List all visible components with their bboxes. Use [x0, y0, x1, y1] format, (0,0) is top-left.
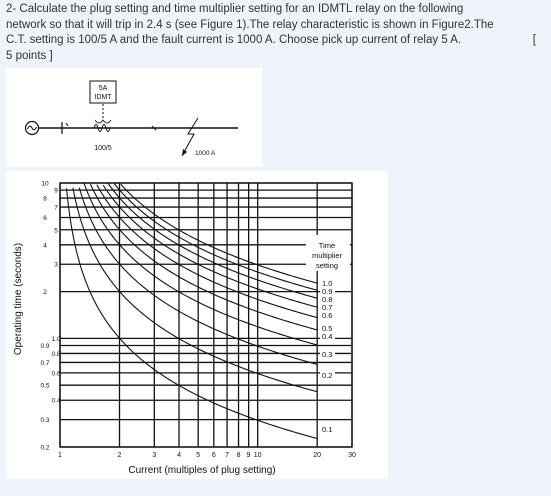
y-axis-label: Operating time (seconds) — [13, 243, 24, 355]
legend-label-bg — [320, 304, 335, 312]
chart-legend: 1.00.90.80.70.6 0.50.4 0.3 0.2 0.1 Timemultip… — [306, 235, 350, 434]
y-tick-label: 0.8 — [51, 351, 60, 358]
y-tick-label: 0.4 — [51, 398, 60, 405]
legend-title-bg — [306, 235, 350, 271]
legend-label-bg — [320, 372, 335, 380]
legend-label-bg — [320, 325, 335, 333]
x-tick-label: 20 — [313, 452, 321, 459]
x-tick-label: 3 — [152, 452, 156, 459]
y-tick-label: 3 — [54, 262, 58, 269]
legend-label-bg — [320, 280, 335, 288]
x-tick-label: 6 — [212, 452, 216, 459]
legend-title-line-3: setting — [316, 261, 338, 270]
y-tick-label: 0.9 — [40, 343, 49, 350]
y-tick-label: 10 — [41, 181, 49, 188]
legend-tms-label: 0.3 — [322, 350, 332, 359]
y-tick-label: 0.7 — [40, 360, 49, 367]
x-tick-label: 1 — [58, 452, 62, 459]
current-transformer-icon — [93, 119, 112, 132]
question-line: 2- Calculate the plug setting and time m… — [6, 3, 464, 15]
fault-current-label: 1000 A — [195, 150, 216, 157]
network-diagram-svg: 5A IDMT 100/5 1000 A — [24, 80, 238, 157]
tms-curve-0.2 — [72, 187, 318, 393]
y-tick-label: 4 — [43, 242, 47, 249]
x-tick-label: 2 — [118, 452, 122, 459]
x-tick-label: 30 — [348, 452, 356, 459]
tms-curve-0.7 — [102, 184, 318, 308]
y-tick-label: 7 — [54, 205, 58, 212]
chart-curves — [65, 182, 318, 440]
legend-label-bg — [320, 288, 335, 296]
question-line: network so that it will trip in 2.4 s (s… — [6, 18, 494, 31]
chart-svg: 1.00.90.80.70.60.50.40.30.20.1Timemultip… — [13, 181, 356, 477]
tms-curve-1.0 — [120, 183, 318, 284]
y-tick-label: 1.0 — [51, 336, 60, 343]
fault-arrow-icon — [181, 117, 199, 157]
y-tick-label: 2 — [43, 289, 47, 296]
y-tick-label: 0.5 — [40, 383, 49, 390]
tms-curve-0.9 — [113, 183, 318, 291]
question-bracket: [ — [532, 34, 536, 46]
x-tick-label: 7 — [225, 452, 229, 459]
question-text: 2- Calculate the plug setting and time m… — [6, 2, 546, 64]
ac-source-icon — [24, 120, 40, 136]
legend-tms-label: 0.9 — [322, 287, 332, 296]
relay-label-2: IDMT — [94, 94, 112, 101]
x-axis-label: Current (multiples of plug setting) — [128, 465, 275, 476]
legend-label-bg — [320, 333, 335, 341]
relay-characteristic-chart: 1.0 0.9 0.8 0.7 0.6 0.5 0.4 0.3 0.2 0.1 Time multip… — [6, 171, 388, 479]
question-line: 5 points ] — [6, 49, 53, 62]
tms-curve-0.5 — [89, 183, 318, 331]
x-tick-label: 4 — [177, 452, 181, 459]
legend-tms-label: 0.1 — [322, 425, 332, 434]
legend-tms-label: 0.4 — [322, 332, 332, 341]
legend-label-bg — [320, 351, 335, 359]
x-tick-label: 5 — [196, 452, 200, 459]
legend-title-line-1: Time — [319, 241, 335, 250]
y-tick-label: 0.3 — [40, 417, 49, 424]
relay-box — [89, 80, 117, 104]
tms-curve-0.4 — [83, 183, 318, 346]
network-diagram: 5A IDMT 100/5 1000 A — [6, 68, 262, 167]
chart-grid — [59, 182, 353, 448]
tms-curve-0.1 — [65, 188, 318, 440]
legend-label-bg — [320, 312, 335, 320]
relay-label-1: 5A — [99, 85, 108, 92]
x-tick-label: 8 — [237, 452, 241, 459]
question-line: C.T. setting is 100/5 A and the fault cu… — [6, 34, 462, 47]
legend-label-bg — [320, 426, 335, 434]
legend-tms-label: 0.5 — [322, 324, 332, 333]
y-tick-label: 0.2 — [40, 445, 49, 452]
circuit-breaker-icon — [61, 122, 69, 134]
y-tick-label: 0.6 — [51, 370, 60, 377]
legend-tms-label: 1.0 — [322, 279, 332, 288]
legend-tms-label: 0.6 — [322, 311, 332, 320]
legend-tms-label: 0.8 — [322, 295, 332, 304]
legend-tms-label: 0.7 — [322, 303, 332, 312]
tms-curve-0.8 — [107, 182, 318, 299]
x-tick-label: 10 — [254, 452, 262, 459]
tms-curve-0.3 — [78, 187, 318, 365]
y-tick-label: 6 — [43, 215, 47, 222]
y-tick-label: 8 — [43, 196, 47, 203]
y-tick-label: 5 — [54, 227, 58, 234]
legend-tms-label: 0.2 — [322, 371, 332, 380]
tms-curve-0.6 — [96, 184, 318, 319]
legend-label-bg — [320, 296, 335, 304]
chart-ticks: 1 2 3 4 5 6 7 8 9 10 20 300.20.30.40.50.60.70.80.91… — [40, 181, 356, 460]
legend-title-line-2: multiplier — [312, 251, 343, 260]
x-tick-label: 9 — [247, 452, 251, 459]
y-tick-label: 9 — [54, 188, 58, 195]
ct-ratio-label: 100/5 — [94, 145, 112, 152]
